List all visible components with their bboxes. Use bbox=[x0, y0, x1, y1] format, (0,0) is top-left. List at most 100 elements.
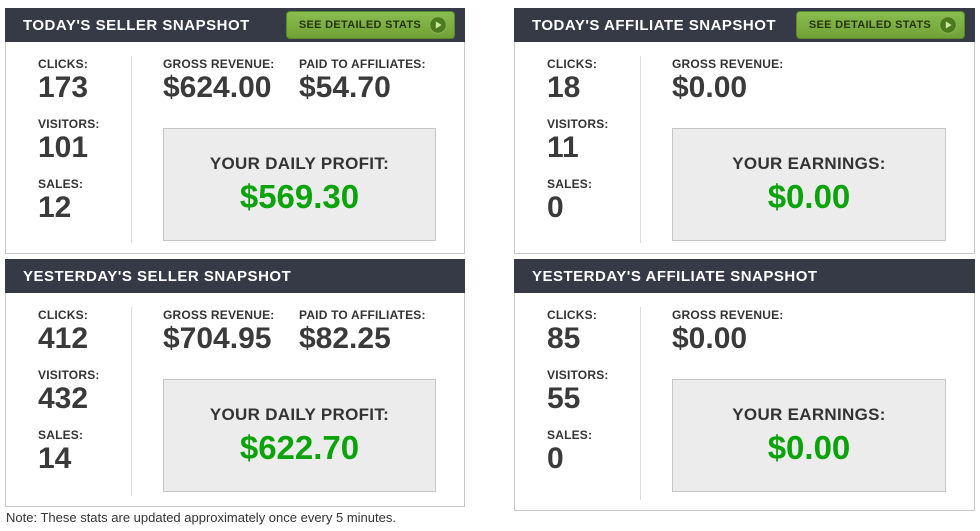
daily-profit-value: $569.30 bbox=[239, 178, 360, 215]
vertical-divider bbox=[640, 56, 641, 243]
gross-revenue-value: $704.95 bbox=[163, 322, 272, 355]
note-text: Note: These stats are updated approximat… bbox=[6, 510, 396, 525]
panel-yesterday-seller: YESTERDAY'S SELLER SNAPSHOT CLICKS: 412 … bbox=[5, 259, 465, 507]
stat-clicks: CLICKS: 173 bbox=[38, 57, 131, 105]
clicks-value: 85 bbox=[547, 322, 581, 355]
earnings-box: YOUR EARNINGS: $0.00 bbox=[672, 128, 946, 241]
earnings-value: $0.00 bbox=[767, 178, 851, 215]
visitors-value: 55 bbox=[547, 382, 581, 415]
see-detailed-stats-button[interactable]: SEE DETAILED STATS bbox=[795, 11, 965, 39]
stat-sales: SALES: 14 bbox=[38, 428, 131, 476]
panel-body: CLICKS: 85 VISITORS: 55 SALES: 0 GROSS R… bbox=[514, 293, 975, 511]
panel-header: TODAY'S SELLER SNAPSHOT SEE DETAILED STA… bbox=[5, 8, 465, 42]
gross-revenue: GROSS REVENUE: $704.95 bbox=[163, 308, 299, 356]
panel-header: YESTERDAY'S AFFILIATE SNAPSHOT bbox=[514, 259, 975, 293]
stats-column: CLICKS: 173 VISITORS: 101 SALES: 12 bbox=[6, 42, 131, 253]
gross-revenue: GROSS REVENUE: $0.00 bbox=[672, 57, 808, 105]
stats-column: CLICKS: 412 VISITORS: 432 SALES: 14 bbox=[6, 293, 131, 506]
panel-body: CLICKS: 173 VISITORS: 101 SALES: 12 GROS… bbox=[5, 42, 465, 254]
play-icon bbox=[429, 16, 447, 34]
clicks-value: 173 bbox=[38, 71, 89, 104]
sales-label: SALES: bbox=[547, 428, 593, 442]
gross-revenue-label: GROSS REVENUE: bbox=[672, 57, 784, 71]
stat-clicks: CLICKS: 85 bbox=[547, 308, 640, 356]
visitors-label: VISITORS: bbox=[38, 368, 100, 382]
see-detailed-stats-label: SEE DETAILED STATS bbox=[808, 19, 931, 31]
stat-visitors: VISITORS: 11 bbox=[547, 117, 640, 165]
clicks-label: CLICKS: bbox=[38, 308, 89, 322]
clicks-label: CLICKS: bbox=[547, 57, 598, 71]
visitors-value: 432 bbox=[38, 382, 89, 415]
sales-value: 0 bbox=[547, 191, 564, 224]
panel-title: YESTERDAY'S SELLER SNAPSHOT bbox=[23, 267, 292, 285]
revenue-row: GROSS REVENUE: $0.00 bbox=[672, 57, 946, 105]
visitors-label: VISITORS: bbox=[547, 368, 609, 382]
stat-sales: SALES: 0 bbox=[547, 428, 640, 476]
stats-column: CLICKS: 85 VISITORS: 55 SALES: 0 bbox=[515, 293, 640, 510]
stat-clicks: CLICKS: 18 bbox=[547, 57, 640, 105]
panel-body: CLICKS: 18 VISITORS: 11 SALES: 0 GROSS R… bbox=[514, 42, 975, 254]
panel-header: TODAY'S AFFILIATE SNAPSHOT SEE DETAILED … bbox=[514, 8, 975, 42]
visitors-label: VISITORS: bbox=[547, 117, 609, 131]
stat-visitors: VISITORS: 55 bbox=[547, 368, 640, 416]
gross-revenue-value: $0.00 bbox=[672, 322, 748, 355]
visitors-value: 101 bbox=[38, 131, 89, 164]
gross-revenue-value: $624.00 bbox=[163, 71, 272, 104]
gross-revenue-value: $0.00 bbox=[672, 71, 748, 104]
vertical-divider bbox=[131, 56, 132, 243]
earnings-label: YOUR EARNINGS: bbox=[732, 405, 886, 424]
panel-today-seller: TODAY'S SELLER SNAPSHOT SEE DETAILED STA… bbox=[5, 8, 465, 254]
clicks-label: CLICKS: bbox=[547, 308, 598, 322]
panel-header: YESTERDAY'S SELLER SNAPSHOT bbox=[5, 259, 465, 293]
sales-label: SALES: bbox=[547, 177, 593, 191]
see-detailed-stats-label: SEE DETAILED STATS bbox=[298, 19, 421, 31]
stat-sales: SALES: 12 bbox=[38, 177, 131, 225]
gross-revenue-label: GROSS REVENUE: bbox=[163, 308, 275, 322]
paid-to-affiliates-label: PAID TO AFFILIATES: bbox=[299, 57, 426, 71]
stat-sales: SALES: 0 bbox=[547, 177, 640, 225]
earnings-value: $0.00 bbox=[767, 429, 851, 466]
earnings-box: YOUR EARNINGS: $0.00 bbox=[672, 379, 946, 492]
gross-revenue-label: GROSS REVENUE: bbox=[163, 57, 275, 71]
clicks-value: 18 bbox=[547, 71, 581, 104]
daily-profit-box: YOUR DAILY PROFIT: $622.70 bbox=[163, 379, 436, 492]
panel-title: YESTERDAY'S AFFILIATE SNAPSHOT bbox=[532, 267, 818, 285]
panel-today-affiliate: TODAY'S AFFILIATE SNAPSHOT SEE DETAILED … bbox=[514, 8, 975, 254]
revenue-row: GROSS REVENUE: $704.95 PAID TO AFFILIATE… bbox=[163, 308, 436, 356]
stat-visitors: VISITORS: 432 bbox=[38, 368, 131, 416]
paid-to-affiliates-label: PAID TO AFFILIATES: bbox=[299, 308, 426, 322]
gross-revenue: GROSS REVENUE: $624.00 bbox=[163, 57, 299, 105]
panel-body: CLICKS: 412 VISITORS: 432 SALES: 14 GROS… bbox=[5, 293, 465, 507]
gross-revenue-label: GROSS REVENUE: bbox=[672, 308, 784, 322]
panel-title: TODAY'S AFFILIATE SNAPSHOT bbox=[532, 16, 777, 34]
visitors-value: 11 bbox=[547, 131, 579, 164]
daily-profit-box: YOUR DAILY PROFIT: $569.30 bbox=[163, 128, 436, 241]
vertical-divider bbox=[640, 307, 641, 500]
earnings-label: YOUR EARNINGS: bbox=[732, 154, 886, 173]
sales-value: 14 bbox=[38, 442, 72, 475]
main-column: GROSS REVENUE: $0.00 YOUR EARNINGS: $0.0… bbox=[640, 293, 974, 510]
main-column: GROSS REVENUE: $624.00 PAID TO AFFILIATE… bbox=[131, 42, 464, 253]
panel-title: TODAY'S SELLER SNAPSHOT bbox=[23, 16, 250, 34]
sales-label: SALES: bbox=[38, 177, 84, 191]
revenue-row: GROSS REVENUE: $624.00 PAID TO AFFILIATE… bbox=[163, 57, 436, 105]
visitors-label: VISITORS: bbox=[38, 117, 100, 131]
clicks-value: 412 bbox=[38, 322, 89, 355]
daily-profit-label: YOUR DAILY PROFIT: bbox=[209, 154, 390, 173]
revenue-row: GROSS REVENUE: $0.00 bbox=[672, 308, 946, 356]
paid-to-affiliates: PAID TO AFFILIATES: $82.25 bbox=[299, 308, 435, 356]
gross-revenue: GROSS REVENUE: $0.00 bbox=[672, 308, 808, 356]
paid-to-affiliates: PAID TO AFFILIATES: $54.70 bbox=[299, 57, 435, 105]
vertical-divider bbox=[131, 307, 132, 496]
stats-column: CLICKS: 18 VISITORS: 11 SALES: 0 bbox=[515, 42, 640, 253]
stat-visitors: VISITORS: 101 bbox=[38, 117, 131, 165]
clicks-label: CLICKS: bbox=[38, 57, 89, 71]
daily-profit-value: $622.70 bbox=[239, 429, 360, 466]
daily-profit-label: YOUR DAILY PROFIT: bbox=[209, 405, 390, 424]
sales-value: 12 bbox=[38, 191, 72, 224]
main-column: GROSS REVENUE: $704.95 PAID TO AFFILIATE… bbox=[131, 293, 464, 506]
play-icon bbox=[939, 16, 957, 34]
paid-to-affiliates-value: $54.70 bbox=[299, 71, 391, 104]
see-detailed-stats-button[interactable]: SEE DETAILED STATS bbox=[285, 11, 455, 39]
